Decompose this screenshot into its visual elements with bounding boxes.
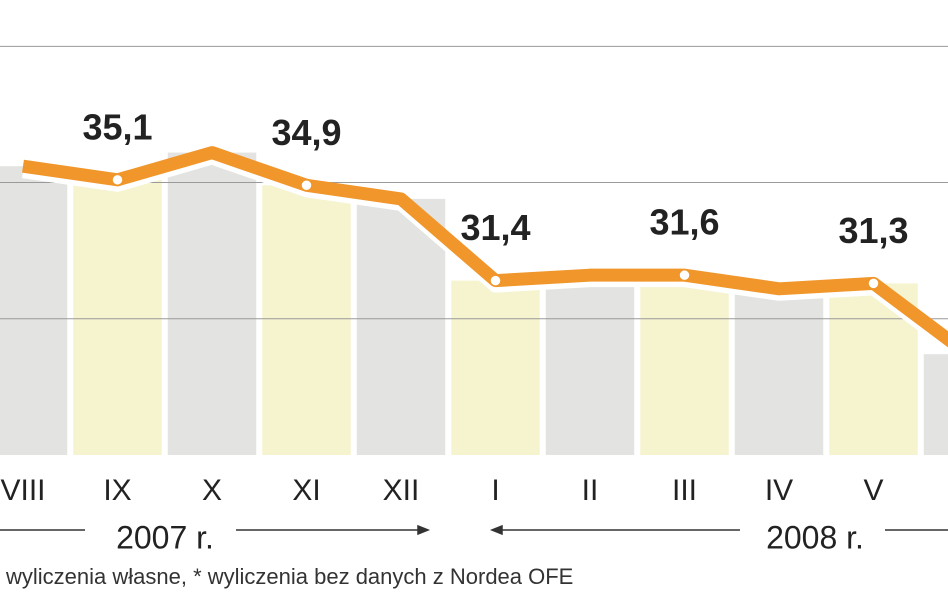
value-label: 31,4 (460, 207, 530, 248)
value-label: 31,3 (838, 210, 908, 251)
point (867, 277, 880, 290)
point (300, 179, 313, 192)
bar (356, 198, 446, 455)
bar (73, 179, 162, 455)
bar (167, 152, 257, 456)
point (111, 173, 124, 187)
bar (0, 166, 68, 455)
year-label: 2007 r. (116, 519, 214, 555)
value-label: 35,1 (82, 106, 152, 147)
point (678, 268, 691, 282)
footnote: wyliczenia własne, * wyliczenia bez dany… (5, 564, 573, 589)
x-tick-label: XII (383, 474, 420, 507)
x-tick-label: II (582, 474, 599, 507)
x-tick-label: V (863, 474, 883, 507)
x-tick-label: IX (103, 474, 131, 507)
bar (262, 185, 351, 455)
bar (923, 354, 948, 455)
bar (451, 280, 540, 455)
year-arrows (0, 524, 948, 536)
bar (545, 275, 635, 455)
x-tick-label: XI (292, 474, 320, 507)
x-tick-label: IV (765, 474, 793, 507)
x-tick-label: III (672, 474, 697, 507)
value-label: 31,6 (649, 202, 719, 243)
value-label: 34,9 (271, 112, 341, 153)
point (489, 274, 502, 287)
x-tick-label: VIII (0, 474, 45, 507)
x-tick-label: X (202, 474, 222, 507)
bar (640, 275, 729, 455)
year-label: 2008 r. (766, 519, 864, 555)
bar (734, 288, 824, 455)
x-tick-label: I (491, 474, 499, 507)
